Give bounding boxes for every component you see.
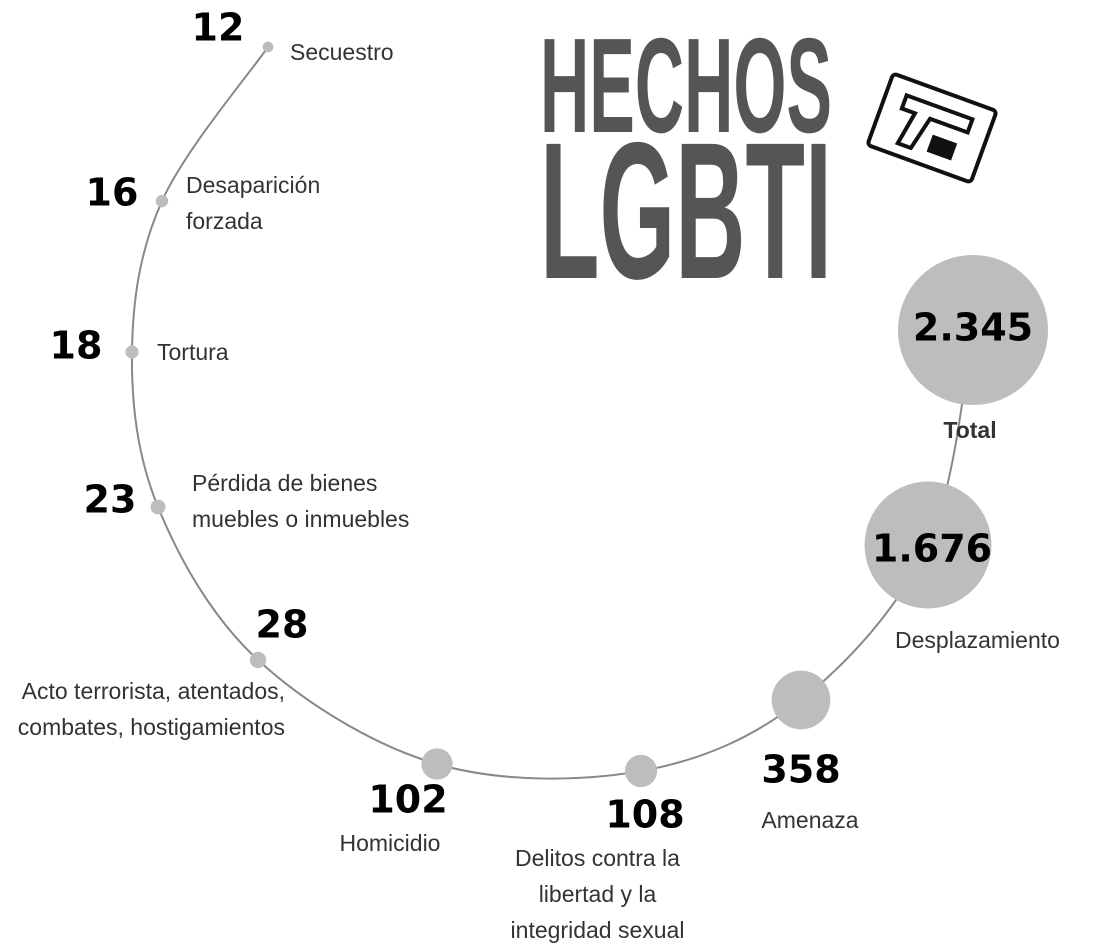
category-label: Amenaza bbox=[761, 807, 859, 833]
category-label: Pérdida de bienes muebles o inmuebles bbox=[192, 470, 410, 532]
category-label: Delitos contra la libertad y la integrid… bbox=[510, 845, 685, 943]
value-label: 16 bbox=[86, 171, 139, 215]
chart-subtitle: LGBTI bbox=[540, 102, 832, 320]
category-label: Total bbox=[943, 417, 997, 443]
bubble bbox=[125, 345, 139, 359]
value-label: 2.345 bbox=[913, 306, 1033, 350]
category-label: Acto terrorista, atentados, combates, ho… bbox=[17, 678, 285, 740]
value-label: 358 bbox=[761, 748, 840, 792]
bubble bbox=[262, 41, 274, 53]
bubble bbox=[624, 754, 658, 788]
value-label: 12 bbox=[192, 6, 245, 50]
chart-title: HECHOS bbox=[540, 10, 832, 161]
value-label: 102 bbox=[368, 778, 447, 822]
bubble bbox=[150, 499, 166, 515]
category-label: Homicidio bbox=[339, 830, 441, 856]
value-label: 1.676 bbox=[872, 527, 992, 571]
bubble bbox=[771, 670, 831, 730]
category-label: Desaparición forzada bbox=[186, 172, 321, 234]
bubble bbox=[864, 481, 992, 609]
bubble bbox=[421, 748, 453, 780]
bubble bbox=[249, 651, 267, 669]
category-label: Secuestro bbox=[290, 39, 394, 65]
value-label: 18 bbox=[50, 324, 103, 368]
value-label: 28 bbox=[256, 603, 309, 647]
bubble bbox=[155, 194, 169, 208]
bubble bbox=[897, 254, 1049, 406]
category-label: Desplazamiento bbox=[895, 627, 1060, 653]
gun-icon bbox=[866, 72, 998, 184]
category-label: Tortura bbox=[157, 339, 229, 365]
value-label: 23 bbox=[84, 478, 137, 522]
value-label: 108 bbox=[605, 793, 684, 837]
arc-line bbox=[130, 46, 974, 780]
